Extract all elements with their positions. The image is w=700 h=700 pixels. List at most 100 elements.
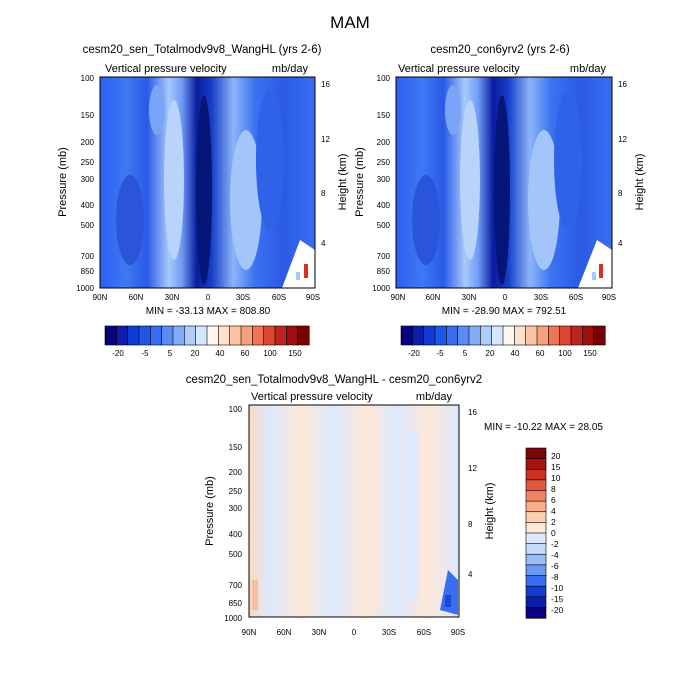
y-tick-label: 700 bbox=[377, 252, 391, 261]
panel-1-y-right-ticks: 16 12 8 4 bbox=[321, 80, 330, 248]
colorbar-label: 0 bbox=[551, 528, 556, 538]
x-tick-label: 90S bbox=[602, 293, 616, 302]
y-tick-label: 100 bbox=[377, 74, 391, 83]
panel-2-y-ticks: 100 150 200 250 300 400 500 700 850 1000 bbox=[372, 74, 390, 293]
panel-1-x-ticks: 90N 60N 30N 0 30S 60S 90S bbox=[93, 293, 320, 302]
y-tick-label: 150 bbox=[229, 443, 243, 452]
x-tick-label: 60S bbox=[272, 293, 286, 302]
colorbar-swatch bbox=[559, 325, 572, 346]
y-tick-label: 400 bbox=[229, 530, 243, 539]
y-right-tick-label: 16 bbox=[618, 80, 627, 89]
panel-1-subtitle-right: mb/day bbox=[272, 63, 309, 75]
colorbar-label: 20 bbox=[551, 451, 561, 461]
panel-3: cesm20_sen_Totalmodv9v8_WangHL - cesm20_… bbox=[186, 374, 604, 637]
colorbar-swatch bbox=[525, 522, 547, 534]
panel-3-y-ticks: 100 150 200 250 300 400 500 700 850 1000 bbox=[224, 405, 242, 623]
panel-2: cesm20_con6yrv2 (yrs 2-6) Vertical press… bbox=[354, 44, 646, 358]
y-right-tick-label: 12 bbox=[618, 135, 627, 144]
panel-1-ylabel: Pressure (mb) bbox=[57, 147, 69, 217]
colorbar-swatch bbox=[161, 325, 174, 346]
x-tick-label: 30S bbox=[236, 293, 250, 302]
colorbar-label: -5 bbox=[141, 349, 149, 358]
colorbar-swatch bbox=[570, 325, 583, 346]
x-tick-label: 0 bbox=[206, 293, 211, 302]
colorbar-swatch bbox=[525, 325, 538, 346]
panel-1-colorbar bbox=[104, 325, 310, 346]
y-tick-label: 300 bbox=[229, 504, 243, 513]
panel-3-subtitle-left: Vertical pressure velocity bbox=[251, 391, 373, 403]
colorbar-swatch bbox=[593, 325, 606, 346]
colorbar-label: -20 bbox=[408, 349, 420, 358]
y-tick-label: 1000 bbox=[76, 284, 94, 293]
panel-3-colorbar-labels: 20 15 10 8 6 4 2 0 -2 -4 -6 -8 -10 -15 -… bbox=[551, 451, 564, 615]
panel-2-subtitle-left: Vertical pressure velocity bbox=[398, 63, 520, 75]
colorbar-swatch bbox=[423, 325, 436, 346]
panel-2-ylabel-right: Height (km) bbox=[634, 154, 646, 211]
colorbar-swatch bbox=[297, 325, 310, 346]
x-tick-label: 30S bbox=[534, 293, 548, 302]
colorbar-label: 150 bbox=[583, 349, 597, 358]
x-tick-label: 90N bbox=[391, 293, 406, 302]
y-tick-label: 400 bbox=[377, 201, 391, 210]
panel-1-frame bbox=[99, 76, 316, 289]
colorbar-label: -8 bbox=[551, 572, 559, 582]
panel-2-colorbar-labels: -20 -5 5 20 40 60 100 150 bbox=[408, 349, 597, 358]
panel-2-title: cesm20_con6yrv2 (yrs 2-6) bbox=[430, 44, 569, 56]
colorbar-swatch bbox=[274, 325, 287, 346]
colorbar-label: 150 bbox=[288, 349, 302, 358]
colorbar-swatch bbox=[525, 607, 547, 619]
colorbar-swatch bbox=[480, 325, 493, 346]
x-tick-label: 90S bbox=[306, 293, 320, 302]
x-tick-label: 30N bbox=[312, 628, 327, 637]
colorbar-label: 40 bbox=[216, 349, 225, 358]
panel-3-x-ticks: 90N 60N 30N 0 30S 60S 90S bbox=[242, 628, 465, 637]
colorbar-label: 6 bbox=[551, 495, 556, 505]
x-tick-label: 90S bbox=[451, 628, 465, 637]
colorbar-label: 100 bbox=[263, 349, 277, 358]
colorbar-swatch bbox=[286, 325, 299, 346]
colorbar-label: -20 bbox=[551, 605, 564, 615]
y-right-tick-label: 4 bbox=[321, 239, 326, 248]
panel-1-ylabel-right: Height (km) bbox=[337, 154, 349, 211]
x-tick-label: 0 bbox=[352, 628, 357, 637]
colorbar-swatch bbox=[400, 325, 413, 346]
colorbar-swatch bbox=[548, 325, 561, 346]
x-tick-label: 60S bbox=[569, 293, 583, 302]
y-right-tick-label: 8 bbox=[321, 189, 326, 198]
y-tick-label: 1000 bbox=[224, 614, 242, 623]
y-right-tick-label: 16 bbox=[468, 408, 477, 417]
colorbar-label: 40 bbox=[511, 349, 520, 358]
panel-1-title: cesm20_sen_Totalmodv9v8_WangHL (yrs 2-6) bbox=[83, 44, 322, 56]
colorbar-label: -5 bbox=[436, 349, 444, 358]
y-tick-label: 700 bbox=[229, 581, 243, 590]
panel-3-frame bbox=[248, 404, 460, 618]
colorbar-swatch bbox=[536, 325, 549, 346]
y-tick-label: 150 bbox=[377, 111, 391, 120]
x-tick-label: 60N bbox=[426, 293, 441, 302]
y-right-tick-label: 4 bbox=[618, 239, 623, 248]
colorbar-label: 2 bbox=[551, 517, 556, 527]
colorbar-swatch bbox=[172, 325, 185, 346]
y-tick-label: 100 bbox=[229, 405, 243, 414]
colorbar-label: -2 bbox=[551, 539, 559, 549]
colorbar-swatch bbox=[491, 325, 504, 346]
colorbar-swatch bbox=[582, 325, 595, 346]
x-tick-label: 30S bbox=[382, 628, 396, 637]
panel-2-field bbox=[396, 77, 612, 288]
panel-3-ylabel-right: Height (km) bbox=[484, 483, 496, 540]
colorbar-label: 20 bbox=[486, 349, 495, 358]
colorbar-swatch bbox=[525, 500, 547, 513]
y-tick-label: 250 bbox=[81, 158, 95, 167]
colorbar-swatch bbox=[412, 325, 425, 346]
panel-3-stats: MIN = -10.22 MAX = 28.05 bbox=[484, 422, 603, 433]
colorbar-swatch bbox=[252, 325, 265, 346]
colorbar-swatch bbox=[240, 325, 253, 346]
y-right-tick-label: 12 bbox=[321, 135, 330, 144]
y-right-tick-label: 8 bbox=[618, 189, 623, 198]
colorbar-swatch bbox=[116, 325, 129, 346]
panel-2-subtitle-right: mb/day bbox=[570, 63, 607, 75]
colorbar-label: 8 bbox=[551, 484, 556, 494]
panel-2-ylabel: Pressure (mb) bbox=[354, 147, 366, 217]
colorbar-swatch bbox=[525, 564, 547, 577]
y-tick-label: 500 bbox=[229, 550, 243, 559]
